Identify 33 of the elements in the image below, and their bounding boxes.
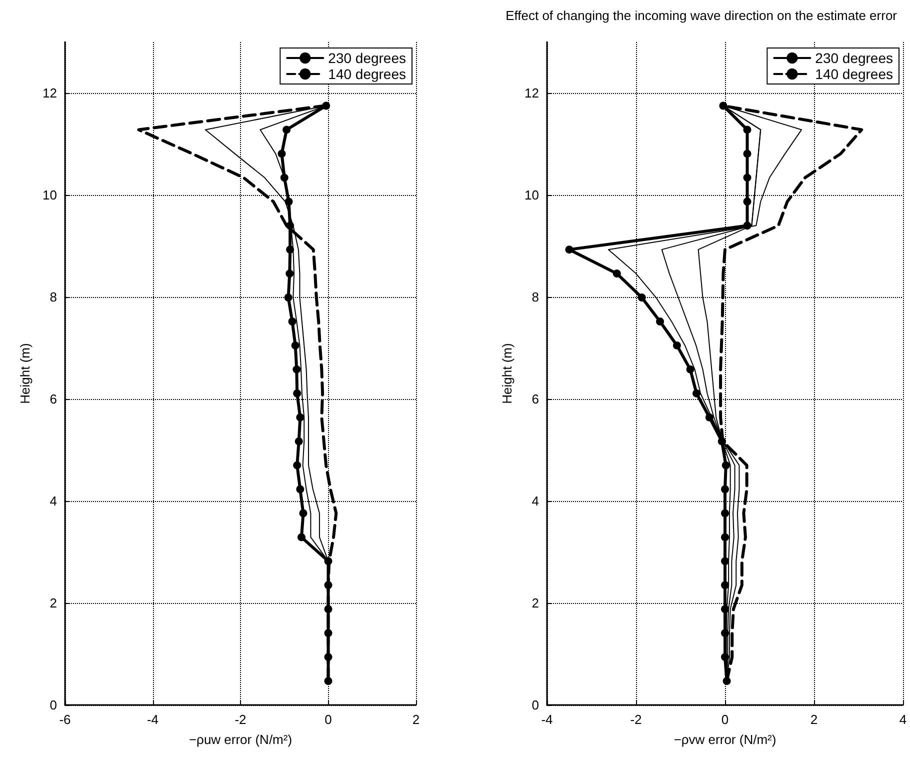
y-tick-label: 12 bbox=[524, 86, 539, 100]
x-tick-label: 0 bbox=[324, 712, 332, 727]
x-tick-label: -4 bbox=[146, 712, 159, 727]
y-tick-label: 2 bbox=[50, 596, 57, 610]
legend-label: 140 degrees bbox=[815, 66, 894, 82]
y-tick-label: 0 bbox=[50, 698, 57, 712]
x-tick-label: -4 bbox=[541, 712, 553, 727]
y-tick-label: 10 bbox=[524, 188, 539, 202]
legend-label: 230 degrees bbox=[815, 50, 894, 66]
y-tick-label: 6 bbox=[532, 392, 539, 406]
x-tick-label: -2 bbox=[234, 712, 246, 727]
x-tick-label: 2 bbox=[810, 712, 818, 727]
x-tick-label: 0 bbox=[721, 712, 729, 727]
y-tick-label: 8 bbox=[532, 290, 539, 304]
chart-title: Effect of changing the incoming wave direction on the estimate error bbox=[506, 8, 898, 23]
y-tick-label: 10 bbox=[42, 188, 57, 202]
legend-label: 230 degrees bbox=[328, 50, 406, 66]
x-tick-label: 4 bbox=[899, 712, 907, 727]
x-tick-label: -6 bbox=[59, 712, 71, 727]
x-axis-title: −ρuw error (N/m²) bbox=[188, 732, 292, 747]
y-tick-label: 12 bbox=[42, 86, 57, 100]
y-axis-title: Height (m) bbox=[500, 343, 515, 404]
y-tick-label: 4 bbox=[50, 494, 57, 508]
x-tick-label: -2 bbox=[630, 712, 642, 727]
y-tick-label: 6 bbox=[50, 392, 57, 406]
y-axis-title: Height (m) bbox=[18, 343, 33, 404]
y-tick-label: 4 bbox=[532, 494, 539, 508]
y-tick-label: 8 bbox=[50, 290, 57, 304]
x-axis-title: −ρvw error (N/m²) bbox=[674, 732, 776, 747]
x-tick-label: 2 bbox=[412, 712, 420, 727]
y-tick-label: 0 bbox=[532, 698, 539, 712]
y-tick-label: 2 bbox=[532, 596, 539, 610]
legend-label: 140 degrees bbox=[328, 66, 406, 82]
